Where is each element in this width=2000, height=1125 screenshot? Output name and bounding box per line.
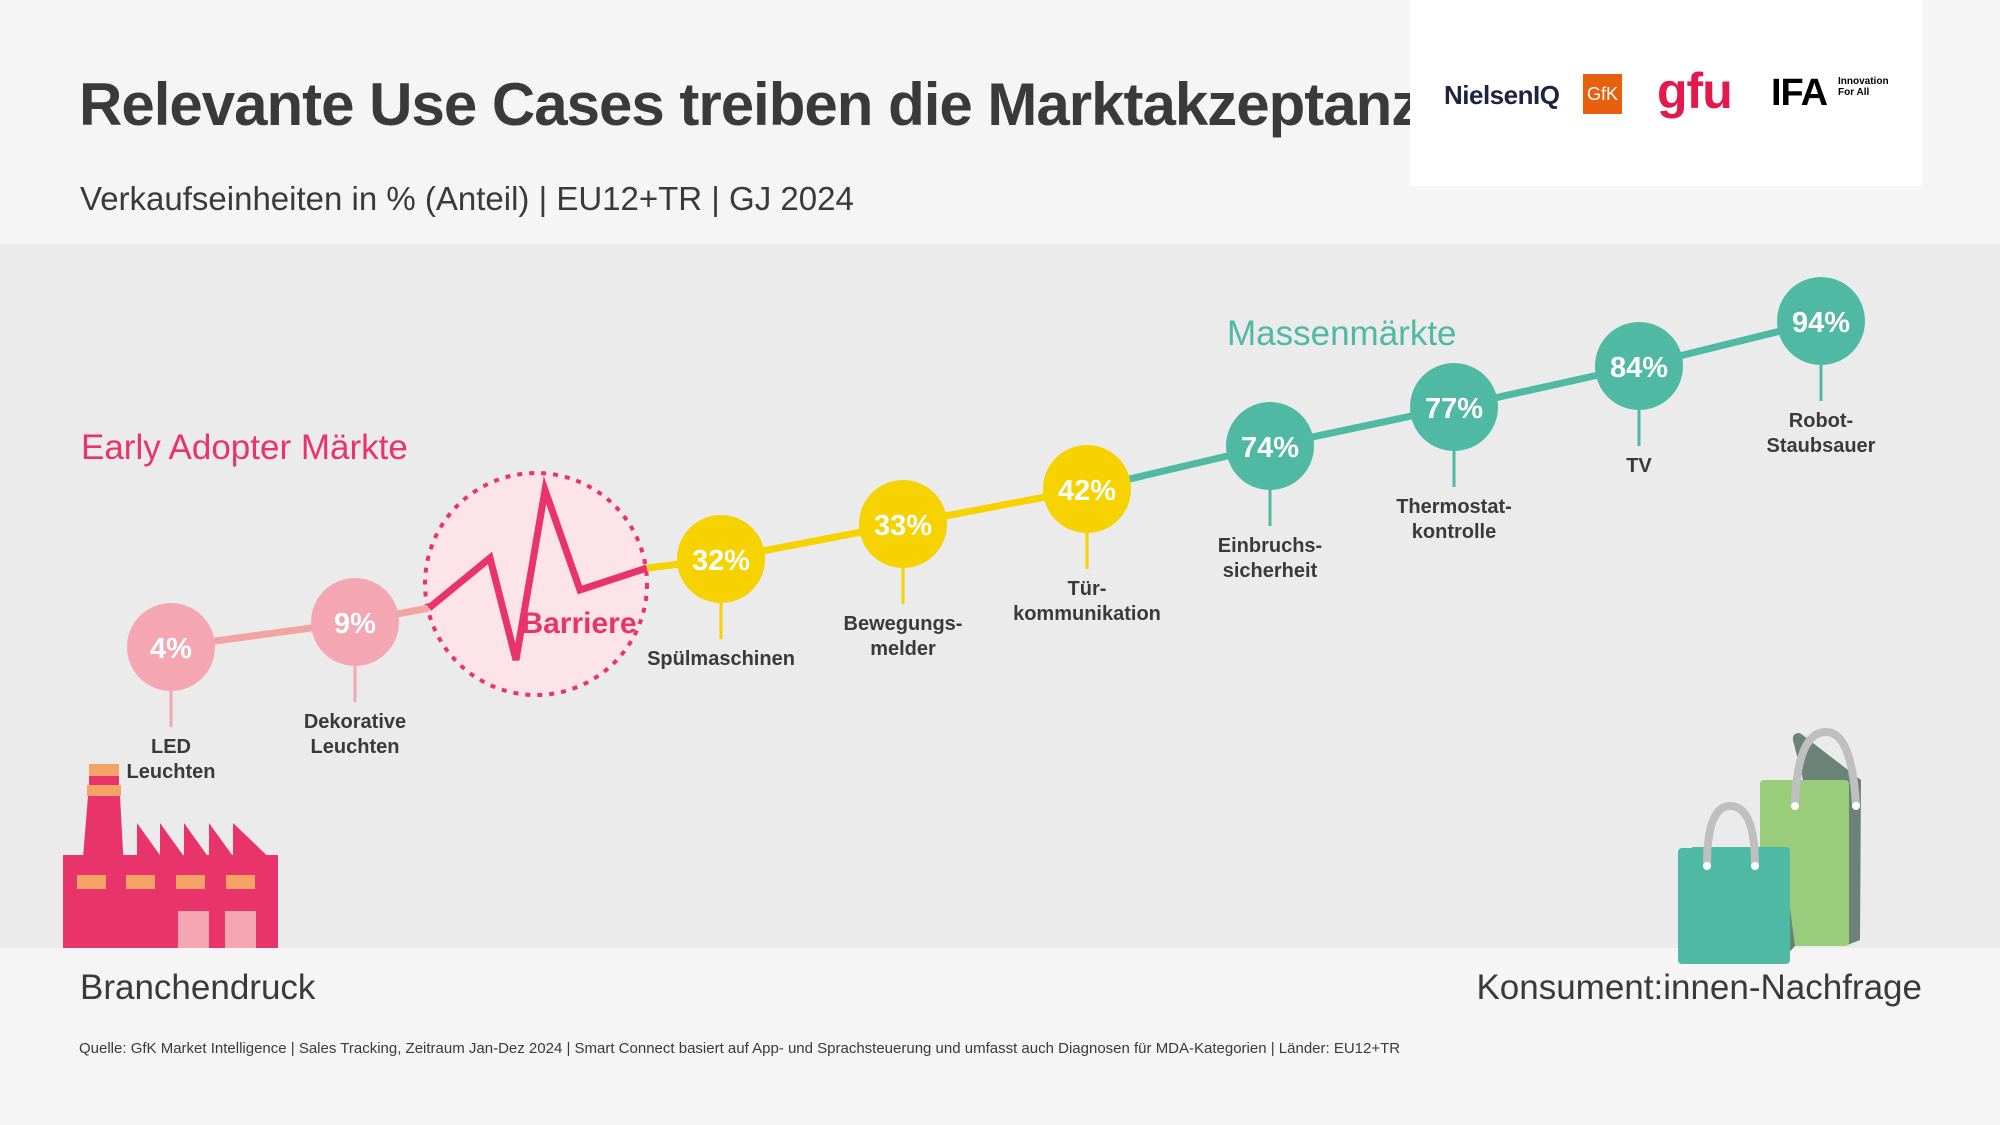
data-point bbox=[1410, 363, 1498, 451]
data-point bbox=[311, 578, 399, 666]
category-label: TV bbox=[1626, 455, 1652, 477]
data-point bbox=[859, 480, 947, 568]
nielseniq-logo: NielsenIQ bbox=[1444, 80, 1560, 110]
category-label: kommunikation bbox=[1013, 603, 1161, 625]
data-label: 77% bbox=[1425, 393, 1483, 425]
early-adopter-label: Early Adopter Märkte bbox=[81, 428, 408, 467]
category-label: Bewegungs- bbox=[844, 613, 963, 635]
category-label: LED bbox=[151, 736, 191, 758]
gfk-logo: GfK bbox=[1583, 74, 1622, 114]
barrier-label: Barriere bbox=[521, 607, 636, 640]
source-note: Quelle: GfK Market Intelligence | Sales … bbox=[79, 1040, 1401, 1057]
data-point bbox=[1595, 322, 1683, 410]
data-label: 33% bbox=[874, 510, 932, 542]
ifa-logo: IFA bbox=[1771, 72, 1828, 114]
category-label: sicherheit bbox=[1223, 560, 1318, 582]
data-point bbox=[1226, 402, 1314, 490]
category-label: Dekorative bbox=[304, 711, 406, 733]
barrier-circle bbox=[423, 471, 649, 697]
logo-panel: NielsenIQ GfK gfu IFA Innovation For All bbox=[1410, 0, 1922, 186]
data-point bbox=[127, 603, 215, 691]
gfu-logo: gfu bbox=[1657, 63, 1733, 119]
ifa-tagline: Innovation For All bbox=[1838, 76, 1889, 98]
category-label: melder bbox=[870, 638, 936, 660]
data-label: 9% bbox=[334, 608, 376, 640]
category-label: Robot- bbox=[1789, 410, 1853, 432]
ifa-tagline-line-1: Innovation bbox=[1838, 76, 1889, 87]
page-title: Relevante Use Cases treiben die Marktakz… bbox=[79, 71, 1421, 138]
category-label: Tür- bbox=[1068, 578, 1107, 600]
consumer-demand-label: Konsument:innen-Nachfrage bbox=[1476, 968, 1922, 1007]
category-label: Einbruchs- bbox=[1218, 535, 1322, 557]
data-point bbox=[1043, 445, 1131, 533]
ifa-tagline-line-2: For All bbox=[1838, 87, 1870, 98]
category-label: Staubsauer bbox=[1767, 435, 1876, 457]
data-label: 4% bbox=[150, 633, 192, 665]
page-subtitle: Verkaufseinheiten in % (Anteil) | EU12+T… bbox=[80, 180, 854, 217]
data-label: 42% bbox=[1058, 475, 1116, 507]
category-label: kontrolle bbox=[1412, 521, 1496, 543]
data-label: 32% bbox=[692, 545, 750, 577]
category-label: Thermostat- bbox=[1396, 496, 1512, 518]
mass-market-label: Massenmärkte bbox=[1227, 314, 1457, 353]
header: Relevante Use Cases treiben die Marktakz… bbox=[0, 0, 2000, 244]
data-point bbox=[1777, 277, 1865, 365]
data-point bbox=[677, 515, 765, 603]
barrier-zigzag-line bbox=[426, 476, 649, 661]
data-label: 94% bbox=[1792, 307, 1850, 339]
category-label: Leuchten bbox=[127, 761, 216, 783]
factory-icon bbox=[63, 764, 278, 948]
shopping-bags-icon bbox=[1678, 727, 1861, 964]
data-label: 84% bbox=[1610, 352, 1668, 384]
category-label: Spülmaschinen bbox=[647, 648, 795, 670]
industry-pressure-label: Branchendruck bbox=[80, 968, 316, 1007]
data-label: 74% bbox=[1241, 432, 1299, 464]
category-label: Leuchten bbox=[311, 736, 400, 758]
